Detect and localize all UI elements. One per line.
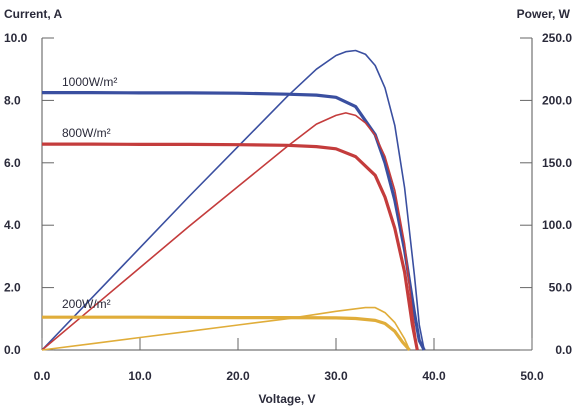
y-left-tick-label: 0.0: [4, 343, 21, 357]
x-tick-label: 50.0: [520, 369, 544, 383]
y-left-tick-label: 4.0: [4, 218, 21, 232]
x-tick-label: 40.0: [422, 369, 446, 383]
series-label-1000: 1000W/m²: [62, 75, 117, 89]
x-tick-label: 0.0: [34, 369, 51, 383]
y-right-tick-label: 50.0: [549, 281, 573, 295]
y-left-tick-label: 8.0: [4, 93, 21, 107]
series-label-200: 200W/m²: [62, 297, 111, 311]
y-left-tick-label: 2.0: [4, 281, 21, 295]
y-right-tick-label: 150.0: [542, 156, 572, 170]
curves: [41, 49, 426, 352]
tick-labels: 0.0 2.0 4.0 6.0 8.0 10.0 0.0 50.0 100.0 150.0 200.…: [4, 31, 572, 383]
x-tick-label: 20.0: [226, 369, 250, 383]
y-left-tick-label: 10.0: [4, 31, 28, 45]
power-curve-800: [41, 112, 419, 351]
x-tick-label: 10.0: [128, 369, 152, 383]
tick-marks: [41, 37, 533, 351]
y-axis-right-title: Power, W: [517, 7, 571, 21]
y-right-tick-label: 200.0: [542, 93, 572, 107]
y-axis-left-title: Current, A: [4, 7, 63, 21]
power-curve-200: [41, 306, 411, 351]
x-axis-title: Voltage, V: [258, 392, 315, 406]
series-label-800: 800W/m²: [62, 126, 111, 140]
iv-curve-800: [42, 142, 419, 351]
power-curve-1000: [41, 49, 425, 351]
x-tick-label: 30.0: [324, 369, 348, 383]
y-left-tick-label: 6.0: [4, 156, 21, 170]
iv-curve-200: [42, 315, 411, 352]
y-right-tick-label: 100.0: [542, 218, 572, 232]
axes: [41, 38, 533, 351]
y-right-tick-label: 250.0: [542, 31, 572, 45]
y-right-tick-label: 0.0: [555, 343, 572, 357]
